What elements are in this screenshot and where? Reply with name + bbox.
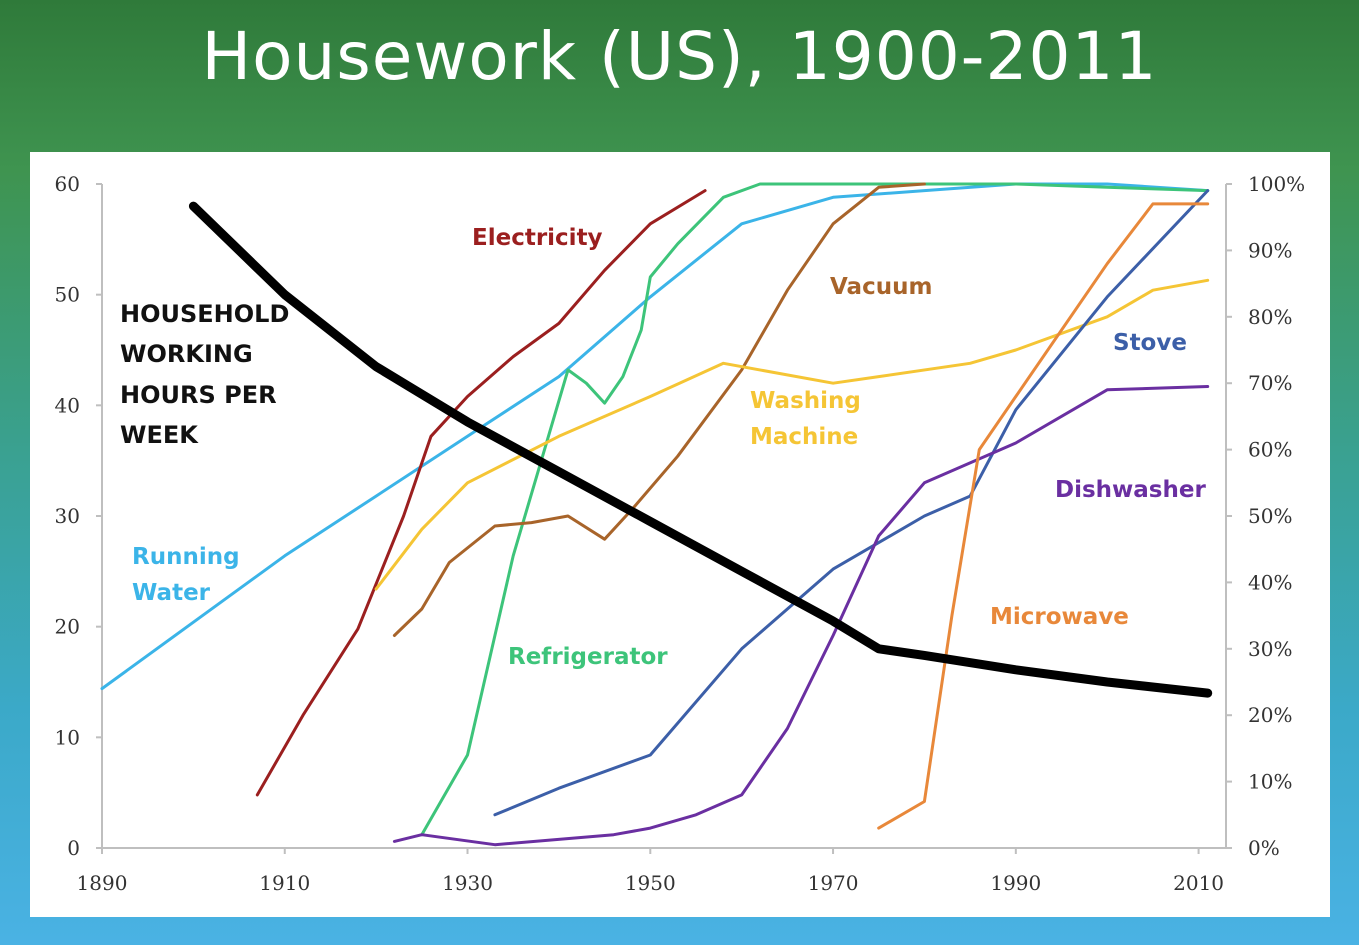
- y-left-tick-label: 30: [55, 504, 80, 528]
- x-tick-label: 1910: [259, 871, 310, 895]
- y-right-tick-label: 50%: [1248, 504, 1292, 528]
- left-axis-title-line: WEEK: [120, 421, 199, 449]
- slide-title: Housework (US), 1900-2011: [201, 18, 1158, 95]
- series-line-stove: [493, 189, 1210, 817]
- series-line-microwave: [877, 202, 1210, 830]
- series-label: Refrigerator: [508, 644, 668, 670]
- x-tick-label: 1990: [990, 871, 1041, 895]
- y-right-tick-label: 100%: [1248, 172, 1305, 196]
- y-right-tick-label: 90%: [1248, 238, 1292, 262]
- series-label: Vacuum: [830, 274, 932, 300]
- series-label: Stove: [1113, 330, 1187, 356]
- series-label: Electricity: [472, 225, 603, 251]
- series-line-household-working-hours-per-week: [188, 201, 1213, 698]
- y-right-tick-label: 30%: [1248, 637, 1292, 661]
- x-tick-label: 2010: [1173, 871, 1224, 895]
- y-right-tick-label: 80%: [1248, 305, 1292, 329]
- series-line-vacuum: [392, 182, 926, 637]
- series-label: Washing: [750, 388, 861, 414]
- x-tick-label: 1890: [77, 871, 128, 895]
- left-axis-title-line: HOUSEHOLD: [120, 300, 289, 328]
- y-right-tick-label: 10%: [1248, 770, 1292, 794]
- x-tick-label: 1970: [808, 871, 859, 895]
- series-label: Microwave: [990, 604, 1129, 630]
- chart-panel: 1890 1910 1930 1950 1970 1990 2010 0 10 20 30 40 50 6…: [30, 152, 1330, 917]
- series-label: Running: [132, 544, 240, 570]
- y-left-tick-label: 10: [55, 725, 80, 749]
- y-right-tick-label: 0%: [1248, 836, 1280, 860]
- y-right-tick-label: 60%: [1248, 438, 1292, 462]
- y-right-tick-label: 40%: [1248, 570, 1292, 594]
- line-chart: 1890 1910 1930 1950 1970 1990 2010 0 10 20 30 40 50 6…: [55, 172, 1306, 895]
- y-left-tick-label: 20: [55, 615, 80, 639]
- x-tick-label: 1930: [442, 871, 493, 895]
- y-right-tick-label: 70%: [1248, 371, 1292, 395]
- series-line-washing-machine: [374, 278, 1210, 591]
- series-label: Machine: [750, 424, 858, 450]
- y-left-tick-label: 60: [55, 172, 80, 196]
- left-axis-title-line: HOURS PER: [120, 381, 277, 409]
- x-tick-label: 1950: [625, 871, 676, 895]
- y-left-tick-label: 0: [67, 836, 80, 860]
- series-line-electricity: [255, 189, 707, 797]
- y-left-tick-label: 50: [55, 283, 80, 307]
- series-label: Water: [132, 580, 211, 606]
- series-label: Dishwasher: [1055, 477, 1206, 503]
- y-right-tick-label: 20%: [1248, 703, 1292, 727]
- left-axis-title-line: WORKING: [120, 340, 253, 368]
- series-line-refrigerator: [420, 182, 1210, 837]
- y-left-tick-label: 40: [55, 393, 80, 417]
- series-line-dishwasher: [392, 385, 1210, 847]
